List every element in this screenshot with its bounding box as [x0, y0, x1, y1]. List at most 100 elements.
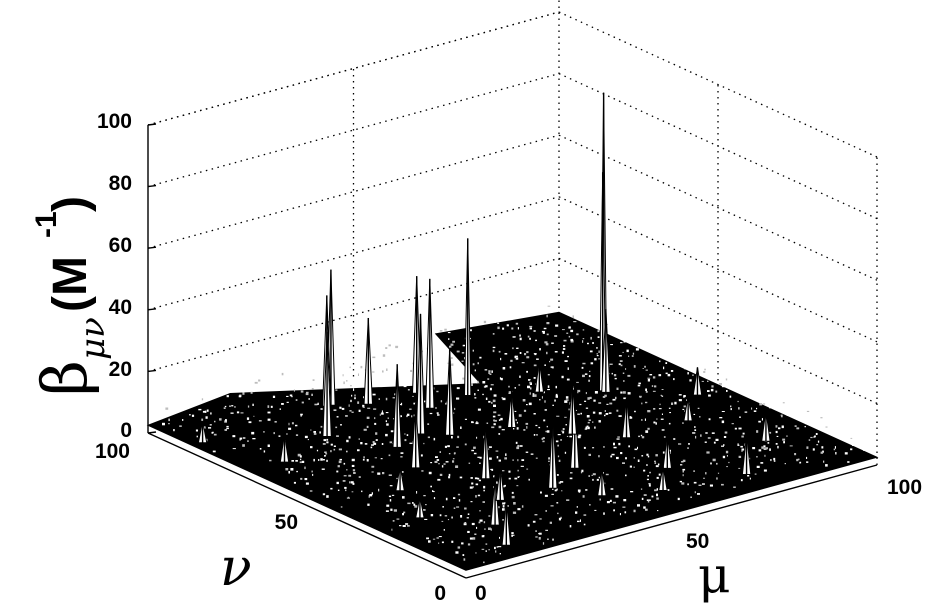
surface-speckle — [625, 474, 627, 477]
surface-speckle — [474, 393, 476, 396]
surface-speckle — [613, 374, 617, 377]
surface-speckle — [769, 431, 772, 434]
surface-speckle — [478, 521, 481, 524]
surface-speckle — [311, 393, 313, 396]
surface-speckle — [362, 404, 365, 407]
surface-speckle — [458, 380, 462, 382]
surface-speckle — [763, 448, 767, 450]
nu-axis-label: ν — [220, 538, 252, 598]
surface-speckle — [588, 375, 591, 378]
surface-speckle — [775, 396, 778, 399]
surface-speckle — [641, 332, 644, 334]
surface-speckle — [404, 433, 406, 435]
surface-speckle — [498, 319, 500, 321]
surface-speckle — [232, 435, 236, 438]
surface-speckle — [472, 537, 476, 540]
surface-speckle — [372, 393, 376, 396]
surface-speckle — [489, 373, 492, 375]
surface-speckle — [400, 452, 404, 454]
surface-speckle — [234, 406, 236, 408]
surface-speckle — [548, 460, 551, 462]
surface-speckle — [556, 415, 560, 417]
surface-speckle — [295, 424, 298, 427]
surface-speckle — [808, 439, 811, 441]
surface-speckle — [618, 336, 622, 339]
surface-speckle — [493, 411, 497, 414]
surface-speckle — [485, 385, 488, 388]
surface-speckle — [267, 411, 271, 414]
surface-speckle — [833, 448, 836, 451]
surface-speckle — [401, 471, 404, 473]
surface-speckle — [168, 418, 170, 422]
surface-speckle — [182, 419, 184, 421]
surface-speckle — [512, 534, 515, 536]
surface-speckle — [400, 415, 402, 418]
surface-speckle — [689, 379, 692, 382]
surface-speckle — [335, 426, 338, 429]
surface-speckle — [494, 419, 497, 422]
surface-speckle — [494, 546, 496, 550]
surface-speckle — [502, 508, 505, 511]
surface-speckle — [496, 546, 499, 548]
surface-speckle — [719, 383, 722, 385]
surface-speckle — [453, 453, 456, 455]
surface-speckle — [460, 515, 463, 518]
surface-speckle — [496, 319, 499, 322]
surface-speckle — [610, 488, 614, 490]
surface-speckle — [679, 480, 682, 483]
surface-speckle — [550, 302, 552, 306]
surface-speckle — [337, 363, 340, 366]
surface-speckle — [686, 362, 688, 364]
surface-speckle — [385, 412, 389, 414]
surface-speckle — [447, 332, 451, 334]
surface-speckle — [661, 389, 664, 390]
surface-speckle — [564, 451, 567, 454]
surface-speckle — [592, 447, 595, 449]
surface-speckle — [512, 511, 517, 514]
surface-speckle — [558, 517, 561, 521]
surface-speckle — [631, 355, 634, 357]
surface-speckle — [456, 387, 460, 390]
surface-speckle — [512, 459, 514, 461]
surface-speckle — [322, 459, 325, 461]
surface-speckle — [517, 444, 519, 448]
surface-speckle — [519, 337, 522, 341]
surface-speckle — [467, 543, 471, 546]
surface-speckle — [400, 403, 402, 406]
surface-speckle — [620, 364, 623, 367]
surface-speckle — [577, 392, 579, 394]
z-axis-symbol: β — [28, 360, 101, 396]
surface-speckle — [700, 369, 702, 372]
surface-speckle — [336, 481, 339, 485]
surface-speckle — [455, 551, 459, 554]
z-tick-label: 100 — [97, 110, 132, 133]
surface-speckle — [614, 377, 617, 380]
surface-speckle — [617, 436, 620, 438]
surface-speckle — [538, 537, 541, 540]
surface-speckle — [267, 418, 271, 421]
surface-speckle — [786, 435, 788, 437]
surface-speckle — [589, 396, 592, 399]
surface-speckle — [501, 397, 504, 399]
surface-speckle — [543, 391, 545, 394]
surface-speckle — [655, 465, 659, 468]
surface-speckle — [428, 471, 432, 475]
surface-speckle — [333, 409, 337, 411]
surface-speckle — [337, 489, 340, 491]
surface-speckle — [568, 335, 571, 338]
surface-speckle — [339, 406, 342, 409]
surface-speckle — [385, 397, 388, 401]
surface-speckle — [695, 435, 697, 439]
surface-speckle — [371, 492, 373, 495]
surface-speckle — [814, 435, 816, 437]
surface-speckle — [469, 486, 473, 489]
surface-speckle — [688, 443, 690, 445]
surface-speckle — [467, 530, 470, 533]
surface-speckle — [490, 384, 494, 386]
surface-speckle — [690, 496, 692, 498]
surface-speckle — [472, 349, 474, 352]
surface-speckle — [226, 425, 229, 428]
surface-speckle — [281, 372, 284, 376]
surface-speckle — [341, 407, 345, 410]
surface-speckle — [820, 451, 824, 454]
